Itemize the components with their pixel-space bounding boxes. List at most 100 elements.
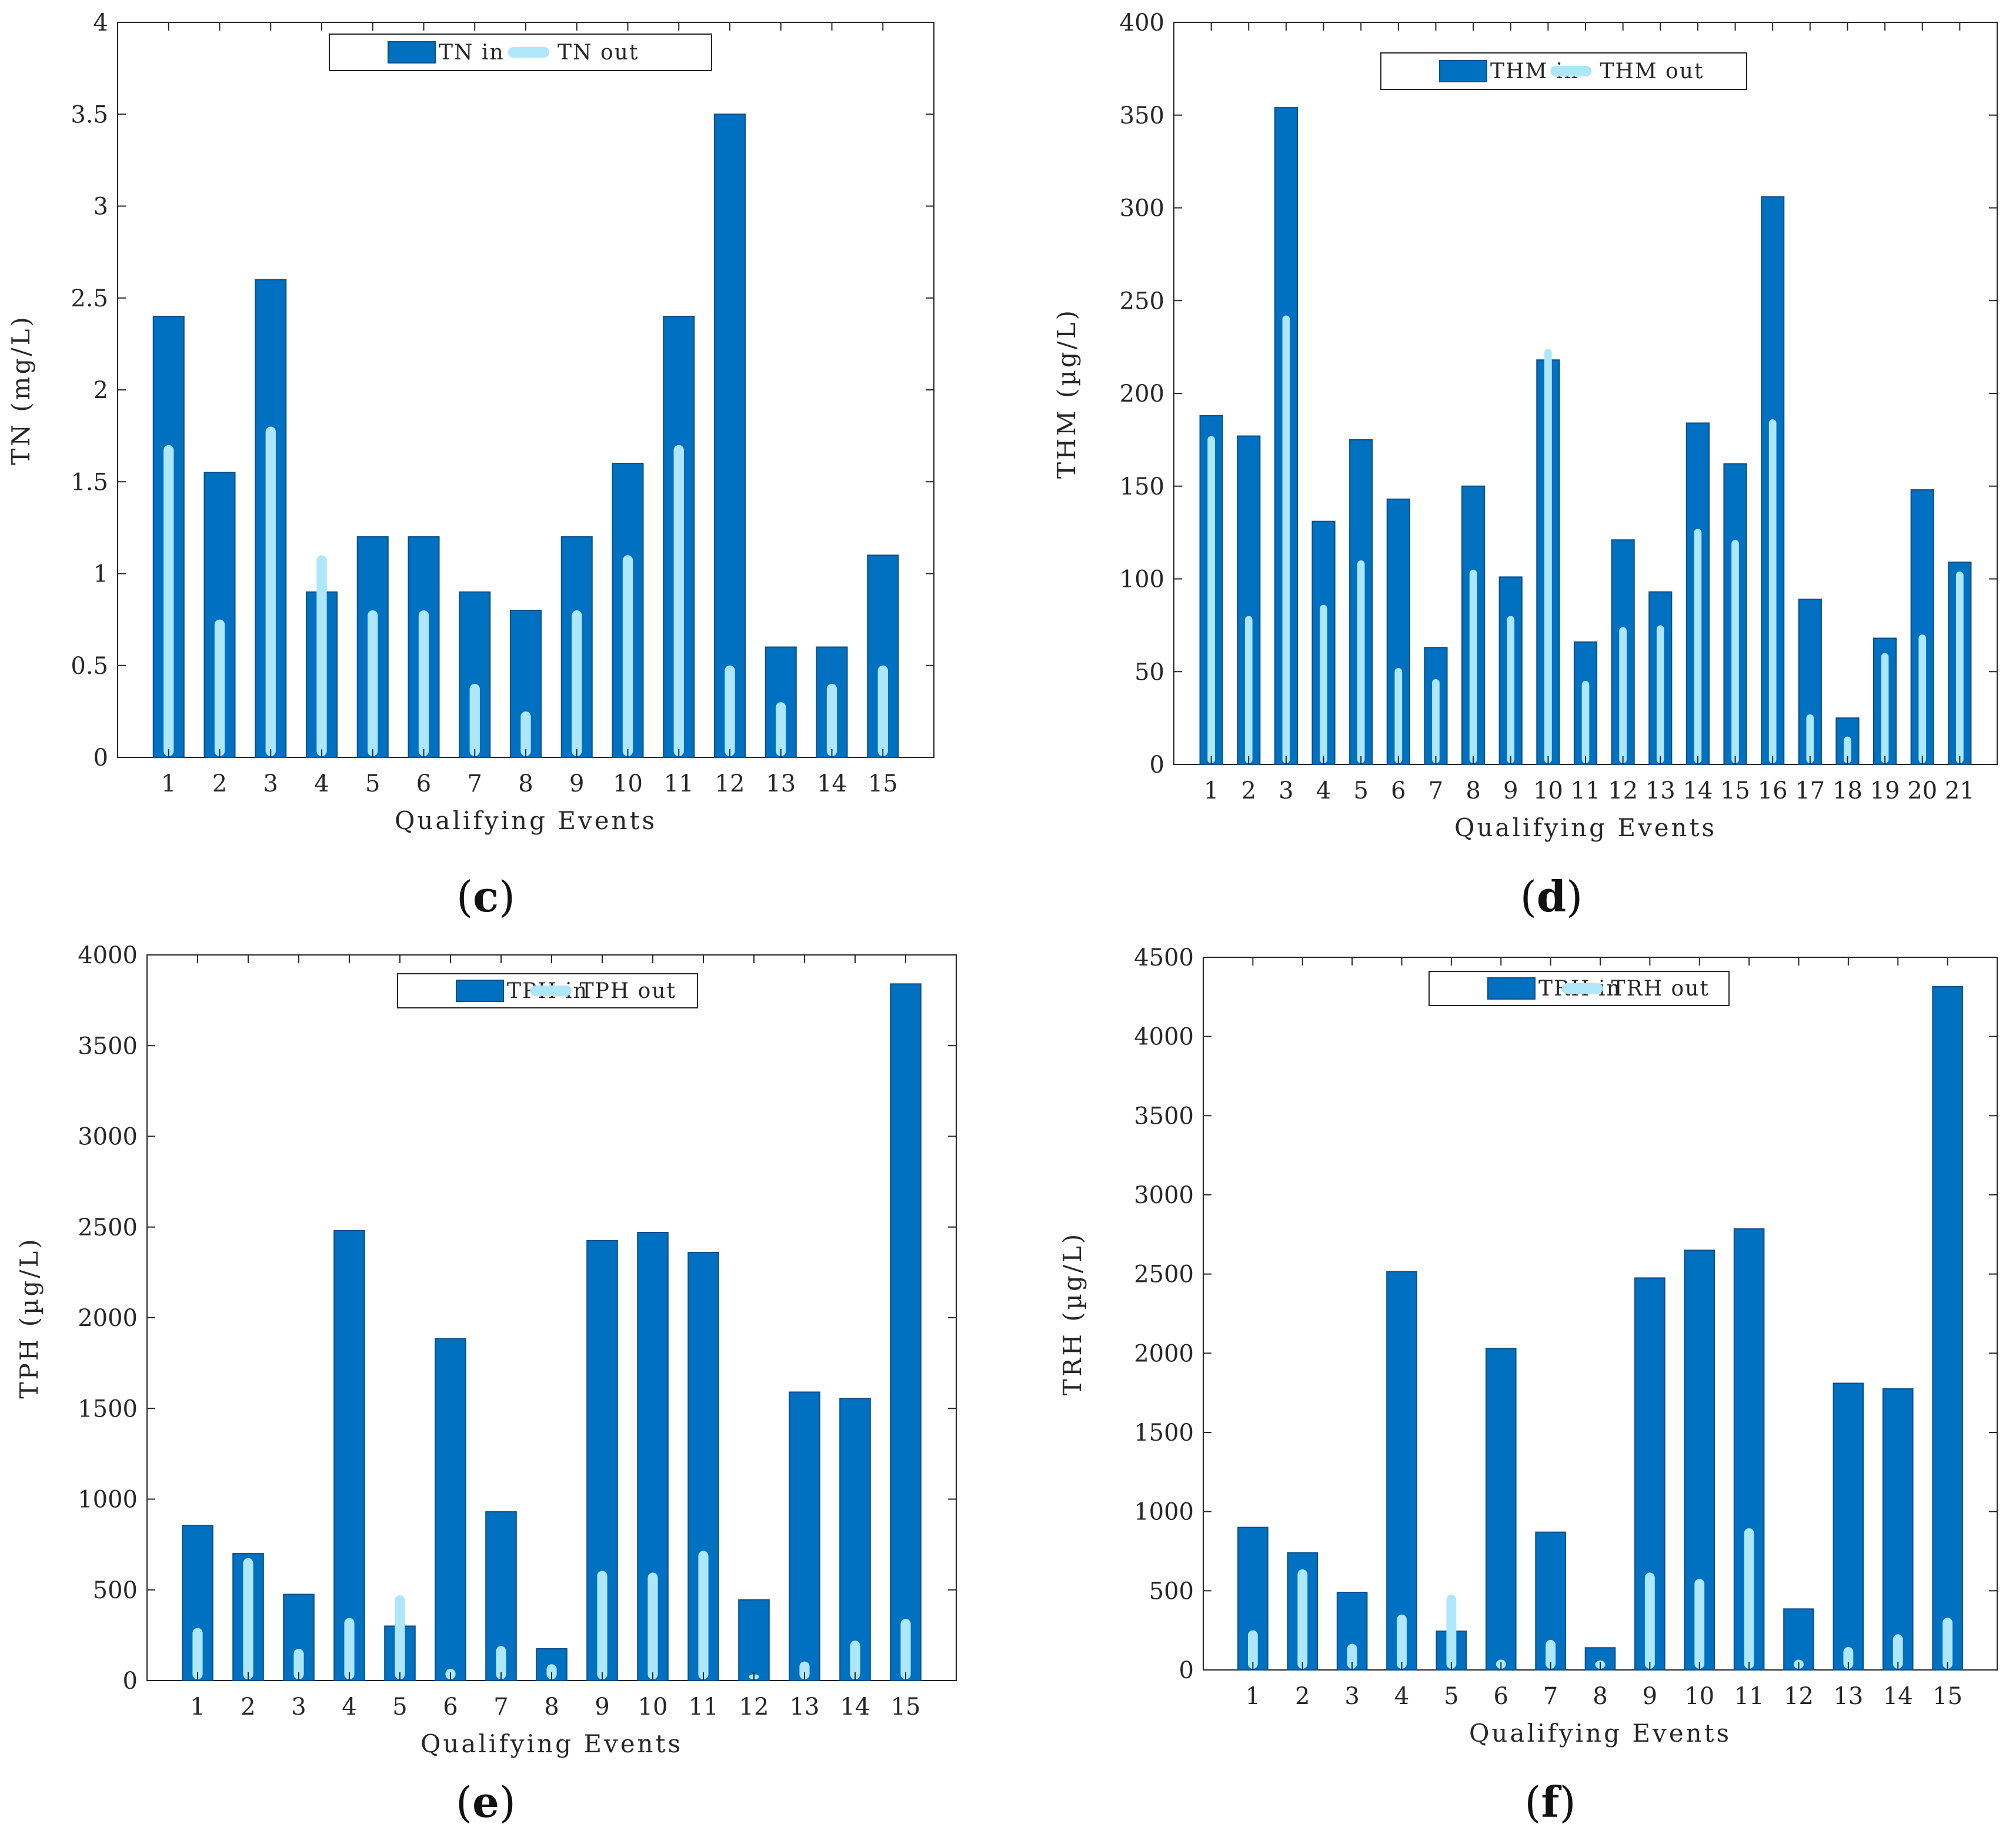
y-tick-label: 1000 <box>1134 1499 1194 1526</box>
y-tick-label: 400 <box>1120 9 1164 36</box>
y-tick-label: 2000 <box>1134 1340 1194 1367</box>
y-tick-label: 300 <box>1120 195 1164 222</box>
bar-out-1 <box>1207 436 1215 763</box>
bar-out-9 <box>1507 616 1515 763</box>
y-tick-label: 4000 <box>78 942 138 969</box>
y-tick-label: 250 <box>1120 288 1164 315</box>
x-tick-label: 10 <box>1533 777 1563 804</box>
bar-out-6 <box>418 610 429 756</box>
x-tick-label: 9 <box>569 770 584 797</box>
legend-label-out: THM out <box>1600 59 1704 83</box>
bar-out-10 <box>647 1572 658 1679</box>
x-tick-label: 7 <box>493 1693 508 1721</box>
legend-label-out: TN out <box>558 41 639 65</box>
bar-out-8 <box>1469 569 1477 763</box>
bar-out-1 <box>192 1628 203 1679</box>
y-tick-label: 0 <box>123 1668 138 1695</box>
y-tick-label: 1000 <box>78 1486 138 1514</box>
x-tick-label: 5 <box>1444 1683 1458 1710</box>
bar-out-4 <box>1320 604 1327 763</box>
bar-out-5 <box>1446 1595 1457 1669</box>
x-tick-label: 1 <box>1246 1683 1260 1710</box>
bar-out-9 <box>572 610 582 756</box>
x-tick-label: 1 <box>1204 777 1219 804</box>
bar-out-9 <box>597 1571 608 1679</box>
bar-out-12 <box>1619 627 1627 763</box>
bar-out-10 <box>1544 349 1552 763</box>
x-tick-label: 3 <box>1344 1683 1359 1710</box>
legend-swatch-in <box>388 41 436 64</box>
y-tick-label: 0 <box>1179 1657 1194 1684</box>
legend: THM in THM out <box>1380 52 1747 90</box>
bar-in-13 <box>789 1391 820 1682</box>
x-tick-label: 9 <box>1503 777 1518 804</box>
bar-out-4 <box>316 555 327 756</box>
bar-out-13 <box>1843 1646 1854 1669</box>
x-tick-label: 15 <box>868 770 898 797</box>
x-tick-label: 5 <box>392 1693 407 1721</box>
x-tick-label: 11 <box>1734 1683 1764 1710</box>
y-tick-label: 2000 <box>78 1305 138 1332</box>
bar-out-15 <box>900 1619 911 1679</box>
y-tick-label: 0 <box>94 744 108 771</box>
legend-swatch-out <box>1550 66 1592 76</box>
bar-out-8 <box>520 711 531 756</box>
x-tick-label: 5 <box>365 770 380 797</box>
bar-out-7 <box>1546 1639 1556 1669</box>
y-axis-title: TRH (µg/L) <box>1058 1232 1087 1396</box>
bar-out-11 <box>673 445 684 756</box>
x-tick-label: 14 <box>1683 777 1713 804</box>
y-tick-label: 3.5 <box>71 101 108 128</box>
bar-out-1 <box>163 445 174 756</box>
x-tick-label: 6 <box>1391 777 1406 804</box>
x-tick-label: 20 <box>1907 777 1937 804</box>
x-tick-label: 6 <box>416 770 431 797</box>
y-tick-label: 3000 <box>78 1124 138 1151</box>
panel-label: (d) <box>1520 871 1583 921</box>
x-tick-label: 10 <box>638 1693 668 1721</box>
x-tick-label: 4 <box>342 1693 356 1721</box>
x-tick-label: 13 <box>766 770 796 797</box>
bar-in-4 <box>1386 1271 1417 1671</box>
bar-out-14 <box>826 684 837 756</box>
y-tick-label: 0 <box>1150 751 1164 779</box>
x-tick-label: 12 <box>1608 777 1638 804</box>
x-axis-title: Qualifying Events <box>420 1729 683 1758</box>
bar-out-12 <box>725 665 735 756</box>
legend: TN in TN out <box>329 34 712 71</box>
bar-out-17 <box>1806 714 1814 763</box>
x-tick-label: 8 <box>1593 1683 1607 1710</box>
bar-out-8 <box>546 1664 557 1679</box>
x-tick-label: 21 <box>1945 777 1975 804</box>
x-tick-label: 9 <box>595 1693 609 1721</box>
bar-in-12 <box>713 113 746 758</box>
bar-out-13 <box>1656 625 1664 763</box>
y-tick-label: 150 <box>1120 473 1164 500</box>
x-tick-label: 16 <box>1758 777 1788 804</box>
x-tick-label: 12 <box>1784 1683 1814 1710</box>
x-tick-label: 2 <box>1241 777 1256 804</box>
bar-in-6 <box>1485 1348 1517 1671</box>
x-tick-label: 13 <box>1833 1683 1863 1710</box>
x-tick-label: 15 <box>1932 1683 1962 1710</box>
bar-out-3 <box>265 426 276 756</box>
plot-area-border <box>146 954 957 1681</box>
y-tick-label: 3000 <box>1134 1182 1194 1209</box>
bar-in-13 <box>1833 1382 1864 1671</box>
x-tick-label: 4 <box>1394 1683 1409 1710</box>
bar-out-16 <box>1768 419 1777 763</box>
bar-out-14 <box>1694 529 1702 763</box>
y-tick-label: 500 <box>93 1577 138 1604</box>
bar-out-10 <box>1694 1579 1705 1669</box>
y-tick-label: 1 <box>94 561 108 588</box>
y-axis-title: TPH (µg/L) <box>15 1237 44 1398</box>
y-tick-label: 4000 <box>1134 1024 1194 1051</box>
bar-out-7 <box>469 684 480 756</box>
y-tick-label: 3500 <box>78 1033 138 1060</box>
x-tick-label: 7 <box>468 770 482 797</box>
bar-out-5 <box>395 1595 405 1679</box>
x-tick-label: 6 <box>443 1693 458 1721</box>
legend-swatch-out <box>508 47 549 58</box>
